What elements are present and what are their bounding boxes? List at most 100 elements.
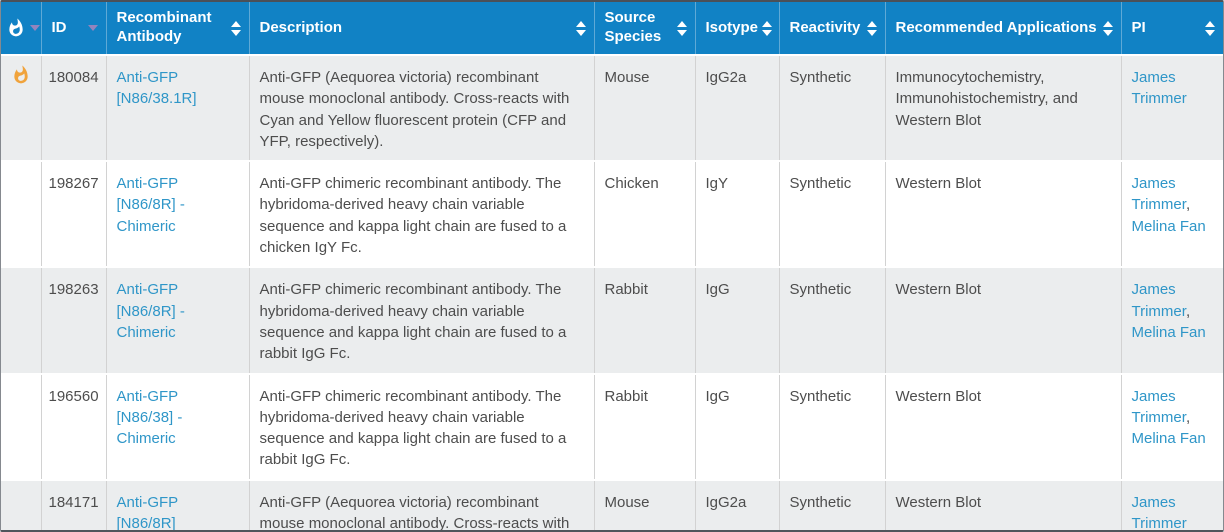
reactivity-cell: Synthetic <box>779 478 886 530</box>
pi-link[interactable]: Melina Fan <box>1131 430 1206 448</box>
column-label-antibody: Recombinant Antibody <box>116 9 212 45</box>
pi-link[interactable]: James Trimmer <box>1131 175 1186 214</box>
reactivity-cell: Synthetic <box>779 372 886 480</box>
species-text: Mouse <box>604 69 650 86</box>
sort-icon[interactable] <box>762 20 773 36</box>
column-header-antibody[interactable]: Recombinant Antibody <box>106 2 250 55</box>
column-header-applications[interactable]: Recommended Applications <box>885 2 1122 55</box>
pi-link[interactable]: James Trimmer <box>1131 493 1187 532</box>
id-cell: 196560 <box>41 372 107 480</box>
id-cell: 180084 <box>41 53 107 162</box>
isotype-cell: IgG2a <box>695 53 780 162</box>
isotype-cell: IgG <box>695 372 780 480</box>
isotype-text: IgG2a <box>705 493 747 511</box>
pi-separator: , <box>1185 196 1191 214</box>
antibody-link[interactable]: Anti-GFP [N86/38] - Chimeric <box>116 387 183 448</box>
reactivity-text: Synthetic <box>789 69 852 86</box>
reactivity-text: Synthetic <box>789 493 852 511</box>
sort-down-arrow-icon <box>575 29 586 36</box>
applications-text: Western Blot <box>895 175 982 193</box>
antibody-cell: Anti-GFP [N86/38.1R] <box>106 53 250 162</box>
description-cell: Anti-GFP (Aequorea victoria) recombinant… <box>249 478 595 532</box>
antibody-cell: Anti-GFP [N86/38] - Chimeric <box>106 372 250 480</box>
reactivity-cell: Synthetic <box>779 266 886 374</box>
pi-link[interactable]: Melina Fan <box>1131 323 1206 341</box>
description-text: Anti-GFP chimeric recombinant antibody. … <box>259 175 567 257</box>
pi-link[interactable]: James Trimmer <box>1131 281 1186 320</box>
pi-link[interactable]: James Trimmer <box>1131 69 1187 108</box>
reactivity-cell: Synthetic <box>779 160 886 268</box>
sort-down-arrow-icon <box>762 29 773 36</box>
antibody-cell: Anti-GFP [N86/8R] <box>106 478 250 532</box>
description-cell: Anti-GFP chimeric recombinant antibody. … <box>249 372 595 480</box>
applications-cell: Western Blot <box>885 266 1122 374</box>
isotype-text: IgG <box>705 387 730 405</box>
flame-icon <box>9 18 23 37</box>
description-cell: Anti-GFP chimeric recombinant antibody. … <box>249 160 595 268</box>
sort-up-arrow-icon <box>230 20 241 27</box>
sort-up-arrow-icon <box>866 20 877 27</box>
description-text: Anti-GFP chimeric recombinant antibody. … <box>259 387 567 469</box>
sort-up-arrow-icon <box>676 20 687 27</box>
pi-cell: James Trimmer <box>1121 53 1223 162</box>
sort-down-arrow-icon <box>676 29 687 36</box>
table-header-row: ID Recombinant Antibody Description Source … <box>1 2 1223 55</box>
column-header-hot[interactable] <box>1 2 42 55</box>
applications-text: Western Blot <box>895 387 982 405</box>
reactivity-text: Synthetic <box>789 387 852 405</box>
description-cell: Anti-GFP chimeric recombinant antibody. … <box>249 266 595 374</box>
sort-icon[interactable] <box>1205 20 1215 36</box>
sort-up-arrow-icon <box>575 20 586 27</box>
sort-icon[interactable] <box>866 20 877 36</box>
species-cell: Rabbit <box>594 372 696 480</box>
pi-link[interactable]: Melina Fan <box>1131 217 1206 235</box>
antibody-link[interactable]: Anti-GFP [N86/8R] - Chimeric <box>116 175 185 235</box>
column-header-isotype[interactable]: Isotype <box>695 2 780 55</box>
sort-icon[interactable] <box>230 20 241 36</box>
isotype-text: IgY <box>705 175 729 193</box>
pi-separator: , <box>1185 408 1191 426</box>
sort-icon[interactable] <box>1102 20 1113 36</box>
sort-up-arrow-icon <box>1205 20 1215 27</box>
sort-icon[interactable] <box>676 20 687 36</box>
sort-up-arrow-icon <box>1102 20 1113 27</box>
antibody-link[interactable]: Anti-GFP [N86/38.1R] <box>116 69 197 108</box>
description-text: Anti-GFP (Aequorea victoria) recombinant… <box>259 493 570 532</box>
sort-icon[interactable] <box>575 20 586 36</box>
sort-down-arrow-icon <box>1102 29 1113 36</box>
column-label-pi: PI <box>1131 18 1146 36</box>
applications-text: Western Blot <box>895 493 982 511</box>
column-header-id[interactable]: ID <box>41 2 107 55</box>
reactivity-text: Synthetic <box>789 175 852 193</box>
pi-cell: James Trimmer <box>1121 478 1223 532</box>
species-cell: Rabbit <box>594 266 696 374</box>
sort-up-arrow-icon <box>762 20 773 27</box>
antibody-cell: Anti-GFP [N86/8R] - Chimeric <box>106 266 250 374</box>
hot-cell <box>1 266 42 374</box>
id-cell: 198267 <box>41 160 107 268</box>
pi-link[interactable]: James Trimmer <box>1131 387 1186 426</box>
column-header-pi[interactable]: PI <box>1121 2 1223 55</box>
antibody-link[interactable]: Anti-GFP [N86/8R] - Chimeric <box>116 281 185 341</box>
antibody-link[interactable]: Anti-GFP [N86/8R] <box>116 493 178 532</box>
column-label-isotype: Isotype <box>705 18 759 36</box>
id-value: 184171 <box>48 493 99 511</box>
description-cell: Anti-GFP (Aequorea victoria) recombinant… <box>249 53 595 162</box>
table-row: 196560 Anti-GFP [N86/38] - Chimeric Anti-G… <box>1 372 1223 480</box>
column-header-reactivity[interactable]: Reactivity <box>779 2 886 55</box>
pi-cell: James Trimmer, Melina Fan <box>1121 160 1223 268</box>
column-header-description[interactable]: Description <box>249 2 595 55</box>
id-cell: 198263 <box>41 266 107 374</box>
reactivity-text: Synthetic <box>789 281 852 299</box>
sort-down-arrow-icon <box>230 29 241 36</box>
species-text: Mouse <box>604 493 650 511</box>
reactivity-cell: Synthetic <box>779 53 886 162</box>
pi-separator: , <box>1185 302 1191 320</box>
hot-flame-icon <box>14 65 28 84</box>
hot-cell <box>1 160 42 268</box>
column-header-species[interactable]: Source Species <box>594 2 696 55</box>
sort-desc-caret-icon <box>30 25 40 31</box>
species-text: Rabbit <box>604 281 648 299</box>
id-value: 180084 <box>48 69 99 86</box>
